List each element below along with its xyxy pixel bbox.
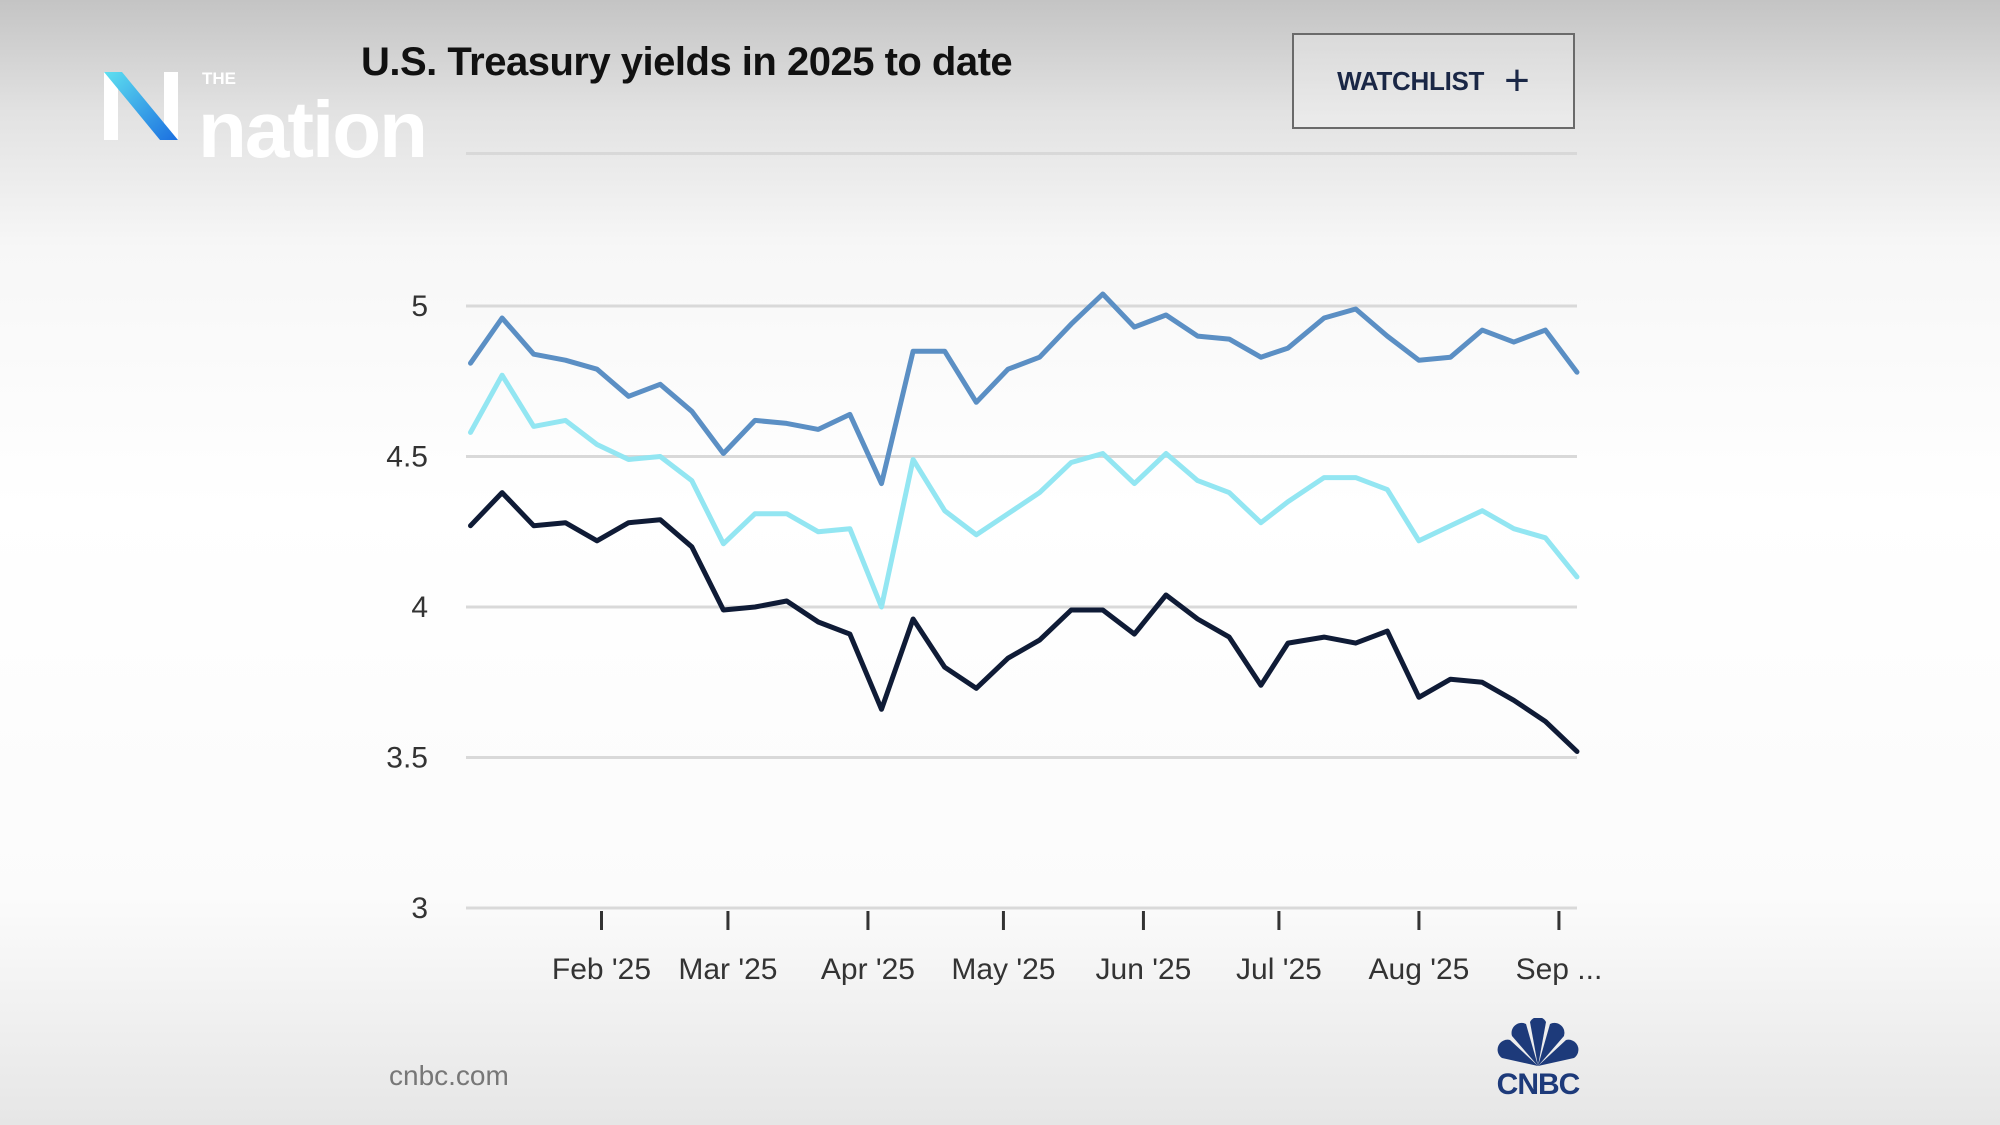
y-tick-label: 4.5	[386, 441, 428, 474]
x-tick-label: Feb '25	[552, 953, 651, 986]
y-tick-label: 3.5	[386, 742, 428, 775]
y-tick-label: 4	[411, 591, 428, 624]
logo-word: nation	[198, 85, 428, 174]
logo-small-text: THE	[202, 69, 236, 88]
plus-icon: +	[1504, 56, 1530, 105]
cnbc-logo: CNBC	[1488, 1017, 1588, 1101]
watchlist-button[interactable]: WATCHLIST +	[1292, 33, 1575, 129]
x-tick-label: Aug '25	[1369, 953, 1470, 986]
cnbc-wordmark: CNBC	[1496, 1068, 1581, 1101]
header-divider	[466, 152, 1577, 155]
peacock-icon	[1497, 1017, 1579, 1066]
watchlist-label: WATCHLIST	[1337, 65, 1485, 96]
the-nation-logo: THE nation	[102, 70, 428, 170]
series-line-0	[468, 291, 1580, 487]
chart-title: U.S. Treasury yields in 2025 to date	[361, 40, 1013, 84]
source-label: cnbc.com	[389, 1060, 509, 1091]
x-tick-label: Jul '25	[1236, 953, 1322, 986]
x-tick-label: May '25	[951, 953, 1055, 986]
nation-n-icon	[104, 72, 178, 140]
x-tick-label: Mar '25	[678, 953, 777, 986]
x-tick-label: Apr '25	[821, 953, 915, 986]
series-line-2	[468, 490, 1580, 754]
y-tick-label: 5	[411, 290, 428, 323]
x-tick-label: Sep ...	[1516, 953, 1603, 986]
series-line-1	[468, 372, 1580, 610]
x-tick-label: Jun '25	[1096, 953, 1192, 986]
y-tick-label: 3	[411, 892, 428, 925]
